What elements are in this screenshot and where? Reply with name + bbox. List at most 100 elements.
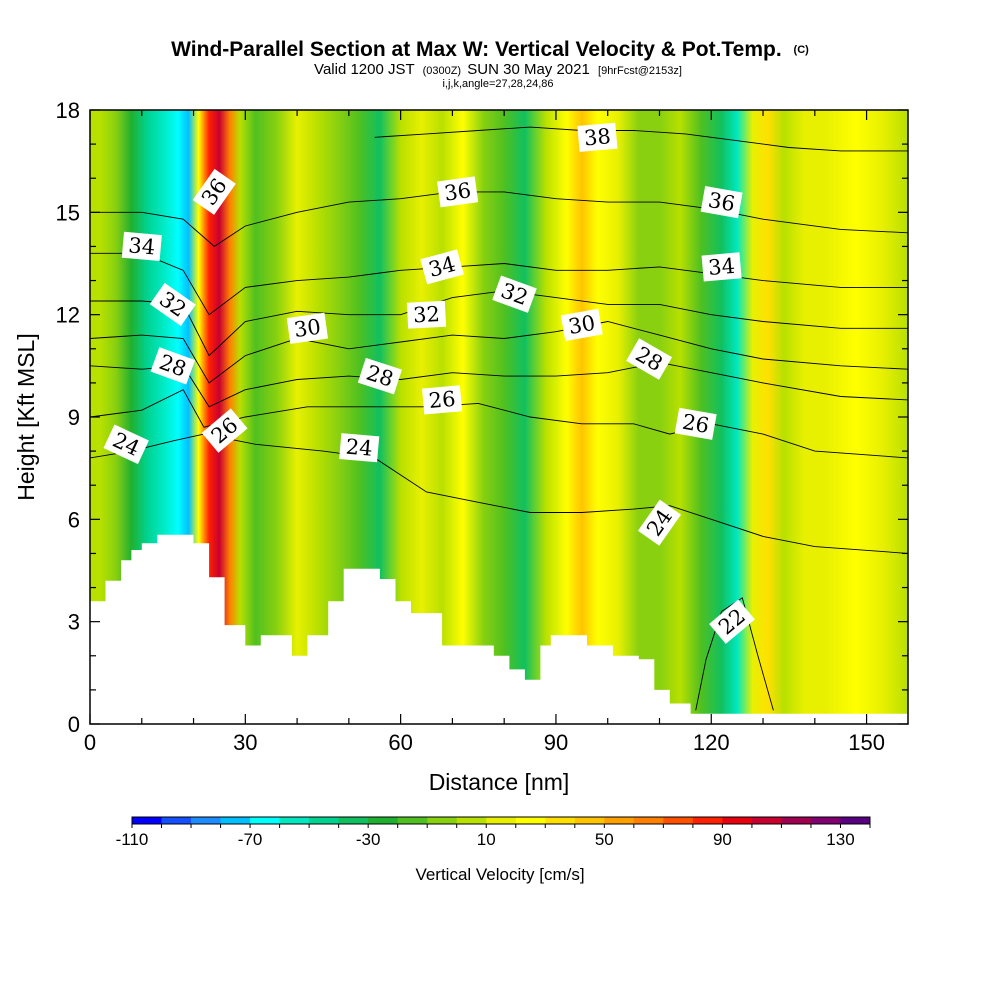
colorbar-swatch	[515, 817, 546, 824]
colorbar-swatch	[692, 817, 723, 824]
contour-label-text: 30	[292, 315, 322, 342]
contour-label-34: 34	[121, 231, 162, 262]
copyright-mark: (C)	[794, 44, 810, 56]
contour-label-box	[492, 275, 537, 313]
contour-label-36: 36	[700, 185, 743, 219]
x-tick-label: 150	[848, 730, 885, 755]
x-axis-label: Distance [nm]	[429, 769, 570, 795]
colorbar-tick-label: 50	[595, 830, 614, 849]
colorbar-swatch	[574, 817, 605, 824]
y-tick-label: 18	[56, 98, 80, 123]
contour-label-text: 26	[680, 410, 710, 438]
colorbar-swatch	[840, 817, 871, 824]
colorbar-swatch	[751, 817, 782, 824]
y-tick-label: 9	[68, 405, 80, 430]
isentrope-22	[695, 597, 774, 711]
contour-label-24: 24	[339, 433, 380, 463]
svg-text:Wind-Parallel Section at Max W: Wind-Parallel Section at Max W: Vertical…	[171, 38, 809, 61]
contour-label-box	[700, 185, 743, 219]
colorbar-swatch	[633, 817, 664, 824]
contour-label-box	[339, 433, 380, 463]
colorbar-swatch	[810, 817, 841, 824]
terrain-mask	[90, 534, 908, 724]
colorbar-swatch	[309, 817, 340, 824]
contour-label-text: 34	[127, 233, 156, 259]
colorbar-swatch	[368, 817, 399, 824]
y-tick-label: 12	[56, 303, 80, 328]
title-block: Wind-Parallel Section at Max W: Vertical…	[171, 38, 809, 90]
subtitle-valid: Valid 1200 JST	[314, 61, 414, 78]
colorbar-swatch	[191, 817, 222, 824]
x-tick-label: 120	[693, 730, 730, 755]
contour-label-box	[103, 424, 149, 465]
contour-label-box	[201, 408, 248, 453]
chart-title: Wind-Parallel Section at Max W: Vertical…	[171, 38, 782, 61]
isentrope-38	[374, 126, 908, 152]
contour-label-30: 30	[286, 312, 329, 344]
subtitle-date: SUN 30 May 2021	[467, 61, 590, 78]
subtitle-utc: (0300Z)	[423, 65, 462, 77]
x-tick-label: 90	[544, 730, 568, 755]
colorbar-swatch	[338, 817, 369, 824]
colorbar-tick-label: -110	[116, 830, 149, 849]
contour-label-text: 26	[428, 387, 457, 413]
colorbar-frame	[131, 816, 871, 825]
contour-label-38: 38	[577, 122, 618, 152]
svg-text:Valid 1200 JST (0300Z): Valid 1200 JST (0300Z) SUN 30 May 2021 […	[314, 61, 682, 78]
y-tick-label: 6	[68, 507, 80, 532]
isentrope-30	[90, 321, 908, 384]
isentrope-32	[90, 290, 908, 357]
contour-label-box	[149, 282, 196, 326]
y-tick-label: 15	[56, 200, 80, 225]
contour-label-box	[150, 347, 196, 385]
contour-label-text: 38	[583, 124, 612, 150]
colorbar-swatch	[427, 817, 458, 824]
contour-label-box	[422, 385, 463, 415]
contour-label-text: 36	[706, 188, 736, 216]
contour-label-box	[192, 168, 236, 215]
colorbar-swatch	[604, 817, 635, 824]
contour-label-box	[637, 499, 682, 546]
contour-label-36: 36	[436, 176, 479, 208]
contour-label-box	[357, 357, 402, 395]
colorbar-tick-label: 90	[713, 830, 732, 849]
contour-label-box	[577, 122, 618, 152]
colorbar-tick-label: 10	[477, 830, 496, 849]
subtitle-indices: i,j,k,angle=27,28,24,86	[442, 78, 553, 90]
x-tick-label: 60	[388, 730, 412, 755]
contour-label-box	[626, 338, 673, 380]
colorbar-swatch	[545, 817, 576, 824]
contour-label-26: 26	[422, 385, 463, 415]
colorbar-tick-label: -30	[356, 830, 381, 849]
colorbar-swatch	[161, 817, 192, 824]
contour-label-text: 36	[443, 178, 473, 205]
contour-label-box	[121, 231, 162, 262]
contour-label-box	[286, 312, 329, 344]
colorbar-swatch	[486, 817, 517, 824]
colorbar-swatch	[279, 817, 310, 824]
colorbar-swatch	[781, 817, 812, 824]
colorbar-swatch	[397, 817, 428, 824]
y-axis-label: Height [Kft MSL]	[13, 333, 39, 500]
isentrope-26	[90, 389, 908, 459]
colorbar-swatch	[663, 817, 694, 824]
contour-label-box	[406, 300, 447, 329]
contour-label-26: 26	[674, 407, 717, 440]
contour-label-box	[560, 308, 603, 342]
contour-label-30: 30	[560, 308, 603, 342]
contour-label-box	[709, 599, 755, 644]
colorbar-label: Vertical Velocity [cm/s]	[415, 865, 584, 884]
subtitle-forecast: [9hrFcst@2153z]	[598, 65, 682, 77]
contour-label-34: 34	[420, 249, 464, 285]
contour-label-text: 32	[413, 302, 441, 327]
colorbar: -110 -70 -30 10 50 90 130	[116, 816, 871, 849]
contour-label-32: 32	[406, 300, 447, 329]
y-tick-label: 3	[68, 610, 80, 635]
x-tick-label: 0	[84, 730, 96, 755]
isentrope-24	[90, 433, 908, 554]
colorbar-swatch	[722, 817, 753, 824]
contour-label-text: 24	[345, 435, 374, 461]
contour-label-box	[701, 252, 742, 282]
